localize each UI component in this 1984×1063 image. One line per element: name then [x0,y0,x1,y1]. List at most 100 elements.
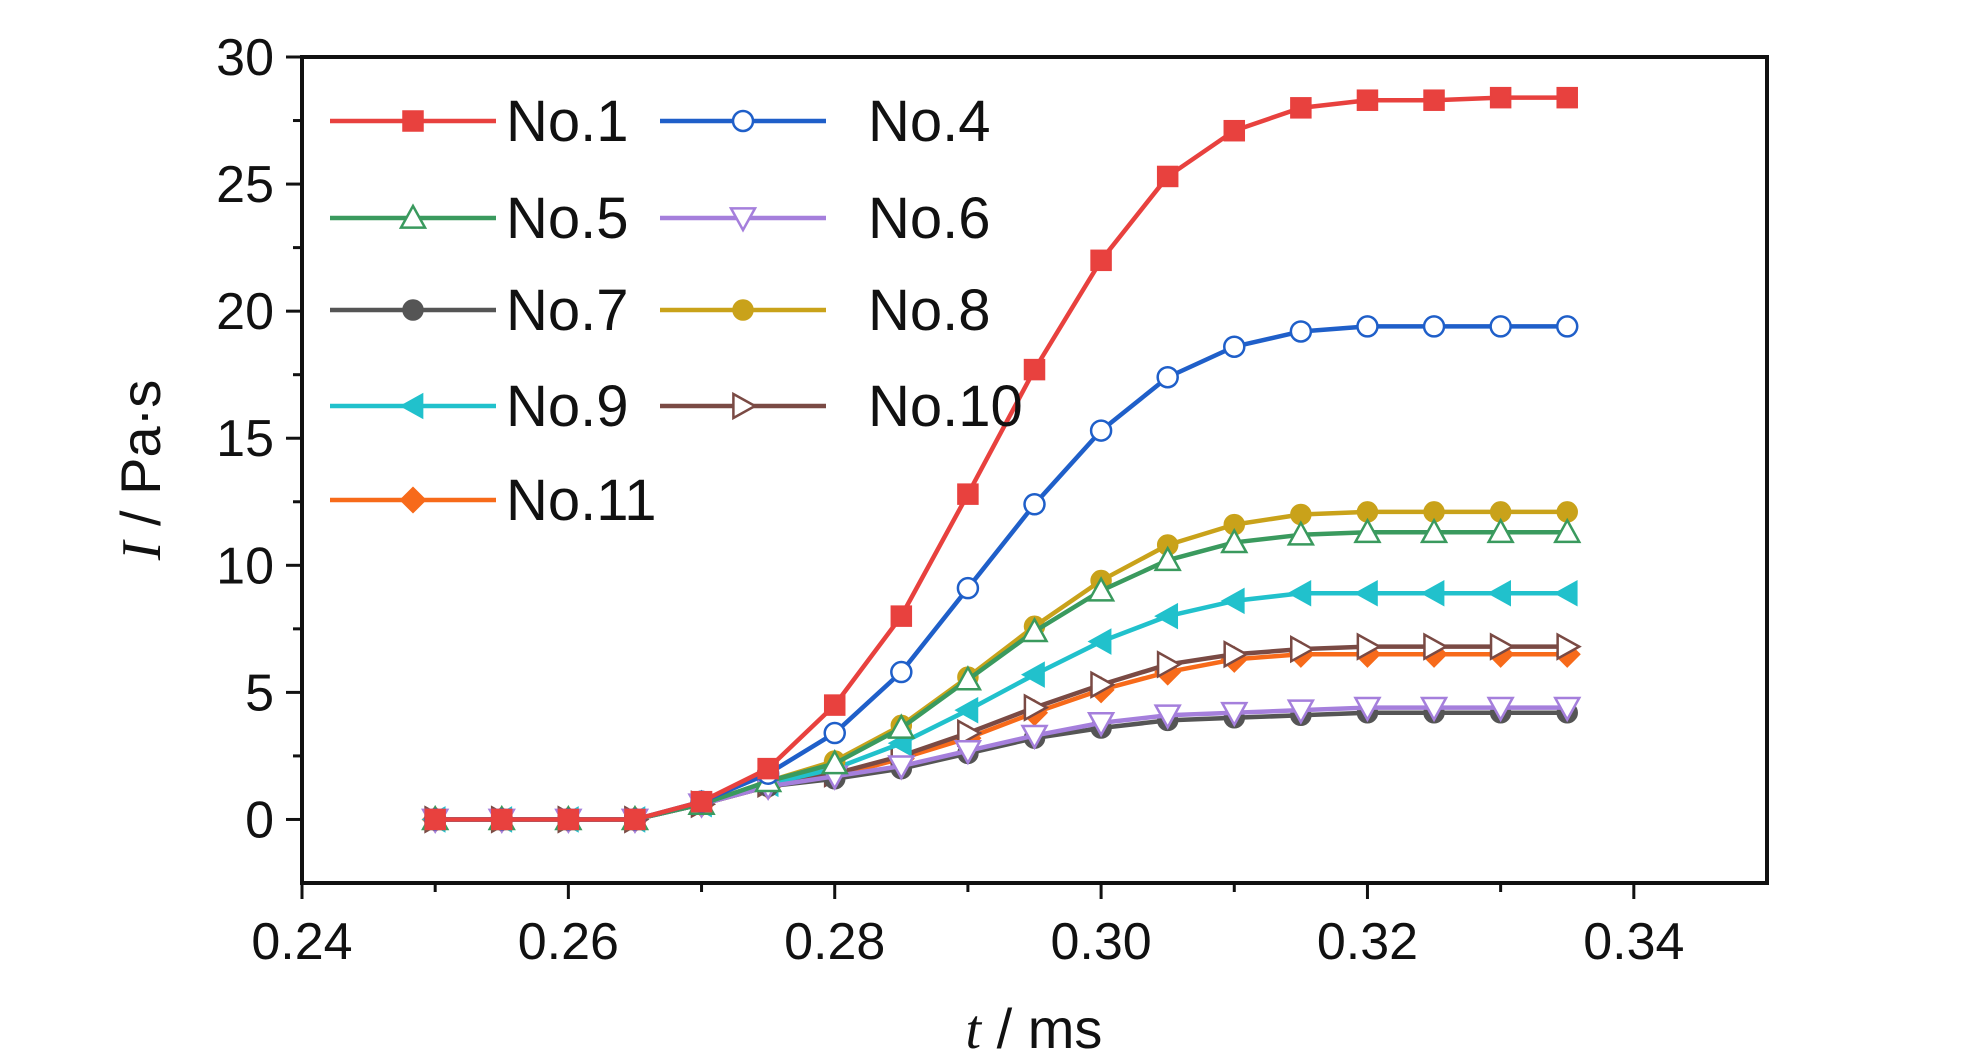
data-point [1553,517,1582,544]
y-tick-label: 5 [245,664,274,722]
data-point [1419,517,1449,544]
data-point [1353,517,1382,544]
data-point [1489,632,1516,661]
data-point [1156,650,1183,679]
legend-label: No.7 [506,278,629,343]
data-point [690,790,713,813]
series-no11 [421,640,1581,834]
data-point [1223,119,1246,142]
data-point [1423,89,1445,111]
data-point [1423,632,1449,661]
data-point [1553,579,1578,607]
data-point [957,483,979,505]
series-line [435,509,1568,822]
data-point [1486,517,1515,544]
series-no10 [424,632,1582,834]
legend-marker [398,203,428,229]
x-tick-label: 0.30 [1050,913,1151,971]
data-point [1356,315,1379,338]
legend-item-no11: No.11 [330,468,656,533]
data-point [624,808,646,831]
data-point [1286,699,1315,725]
data-point [1090,249,1112,272]
data-point [1220,701,1249,728]
data-point [1356,632,1383,661]
data-point [1156,365,1179,389]
legend-label: No.4 [868,89,991,154]
data-point [557,808,580,831]
legend-label: No.11 [506,468,656,533]
legend-item-no1: No.1 [330,89,629,154]
data-point [887,713,916,739]
data-point [1023,493,1046,516]
data-point [1020,724,1049,751]
data-point [1353,696,1382,723]
data-point [491,808,513,831]
data-point [956,576,980,600]
legend-label: No.6 [868,186,991,251]
data-point [1556,86,1578,109]
data-point [1153,545,1182,572]
data-point [1087,628,1112,655]
legend-label: No.10 [868,374,1023,439]
data-point [823,721,846,745]
data-point [1020,661,1045,688]
series-line [435,710,1568,822]
series-no5 [421,517,1582,831]
data-point [1220,587,1245,615]
legend-item-no7: No.7 [330,278,629,343]
data-point [1220,527,1249,554]
data-point [424,808,446,831]
data-point [1489,86,1512,109]
series-line [435,652,1568,822]
data-point [823,694,846,716]
data-point [1223,335,1246,358]
legend-item-no8: No.8 [660,278,991,343]
legend-marker [402,299,424,321]
legend-item-no6: No.6 [660,186,991,251]
legend-label: No.1 [506,89,629,154]
data-point [757,757,779,780]
data-point [1090,670,1116,699]
data-point [1290,635,1316,664]
legend-item-no10: No.10 [660,374,1023,439]
x-tick-label: 0.34 [1583,913,1684,971]
legend: No.1 No.4 No.5 No.6 No.7 No.8 No.9 No.10 No.11 [330,89,1023,533]
data-point [1153,704,1182,730]
data-point [1020,616,1049,643]
data-point [953,739,983,766]
data-point [1489,315,1512,338]
series-no1 [424,86,1578,831]
y-tick-label: 30 [216,29,274,87]
data-point [890,605,913,627]
plot-area [421,86,1582,835]
legend-marker [732,299,754,321]
data-point [1487,579,1511,607]
data-point [1290,97,1312,119]
data-point [1286,520,1315,546]
y-tick-label: 25 [216,156,274,214]
legend-item-no4: No.4 [660,89,991,154]
data-point [820,748,849,775]
series-line [435,530,1568,822]
legend-marker [728,207,758,233]
data-point [1422,315,1446,338]
legend-marker [402,110,424,132]
y-axis-label: I / Pa·s [109,380,173,561]
x-axis-label: t / ms [966,997,1103,1061]
legend-marker [732,391,758,421]
data-point [1553,696,1582,723]
series-line [435,644,1568,822]
data-point [1420,579,1445,607]
data-point [1223,640,1249,669]
data-point [890,660,913,684]
axes-ticks: 0.24 0.26 0.28 0.30 0.32 0.34 0 5 10 15 20 25 30 [216,29,1684,971]
data-point [1486,696,1515,723]
y-tick-label: 15 [216,410,274,468]
data-point [1156,165,1179,188]
legend-label: No.9 [506,374,629,439]
legend-marker [731,109,755,133]
x-tick-label: 0.26 [518,913,619,971]
data-point [1287,579,1312,607]
